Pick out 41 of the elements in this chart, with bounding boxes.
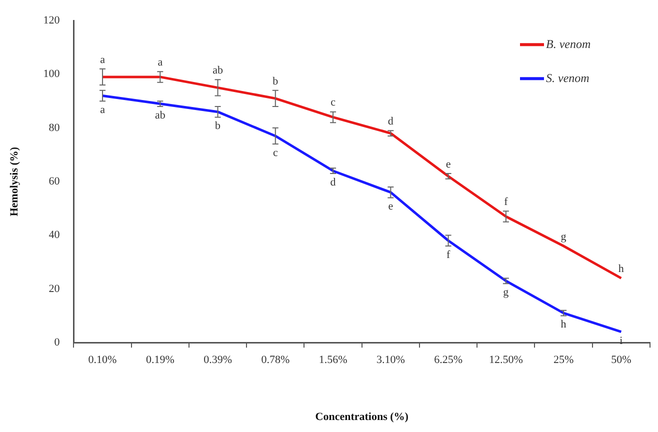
x-tick-label: 50% xyxy=(611,354,632,366)
x-tick-label: 0.10% xyxy=(88,354,117,366)
annotation: c xyxy=(272,146,278,159)
y-tick-label: 80 xyxy=(48,122,60,134)
annotation: b xyxy=(215,120,222,132)
y-tick-label: 40 xyxy=(48,229,60,242)
annotation: h xyxy=(560,318,567,331)
x-tick-label: 3.10% xyxy=(376,354,405,366)
x-tick-label: 25% xyxy=(553,354,574,366)
annotation: h xyxy=(618,263,624,276)
x-tick-label: 6.25% xyxy=(434,354,463,366)
y-tick-label: 20 xyxy=(48,282,60,295)
annotation: c xyxy=(330,96,336,109)
annotation: ab xyxy=(154,109,166,122)
y-tick-label: 120 xyxy=(43,14,60,26)
x-tick-label: 12.50% xyxy=(488,354,523,366)
legend-label: S. venom xyxy=(546,70,590,85)
y-tick-label: 0 xyxy=(54,336,60,348)
y-axis-title: Hemolysis (%) xyxy=(8,146,20,216)
y-tick-label: 100 xyxy=(43,68,60,80)
annotation: a xyxy=(158,56,163,68)
annotation: g xyxy=(503,286,510,298)
annotation: a xyxy=(100,104,106,116)
annotation: e xyxy=(388,200,394,213)
annotation: i xyxy=(620,334,623,347)
legend-label: B. venom xyxy=(546,36,591,51)
annotation: b xyxy=(272,75,279,88)
x-tick-label: 1.56% xyxy=(318,354,348,366)
annotation: f xyxy=(446,248,450,261)
x-axis-title: Concentrations (%) xyxy=(315,411,409,424)
annotation: d xyxy=(330,176,336,188)
x-tick-label: 0.39% xyxy=(204,354,232,366)
annotation: f xyxy=(504,196,508,208)
annotation: g xyxy=(560,230,567,243)
y-tick-label: 60 xyxy=(48,175,60,188)
annotation: d xyxy=(388,116,394,128)
annotation: a xyxy=(100,54,106,66)
x-tick-label: 0.19% xyxy=(146,354,174,366)
annotation: ab xyxy=(212,64,224,77)
x-tick-label: 0.78% xyxy=(261,354,290,366)
annotation: e xyxy=(446,158,451,170)
